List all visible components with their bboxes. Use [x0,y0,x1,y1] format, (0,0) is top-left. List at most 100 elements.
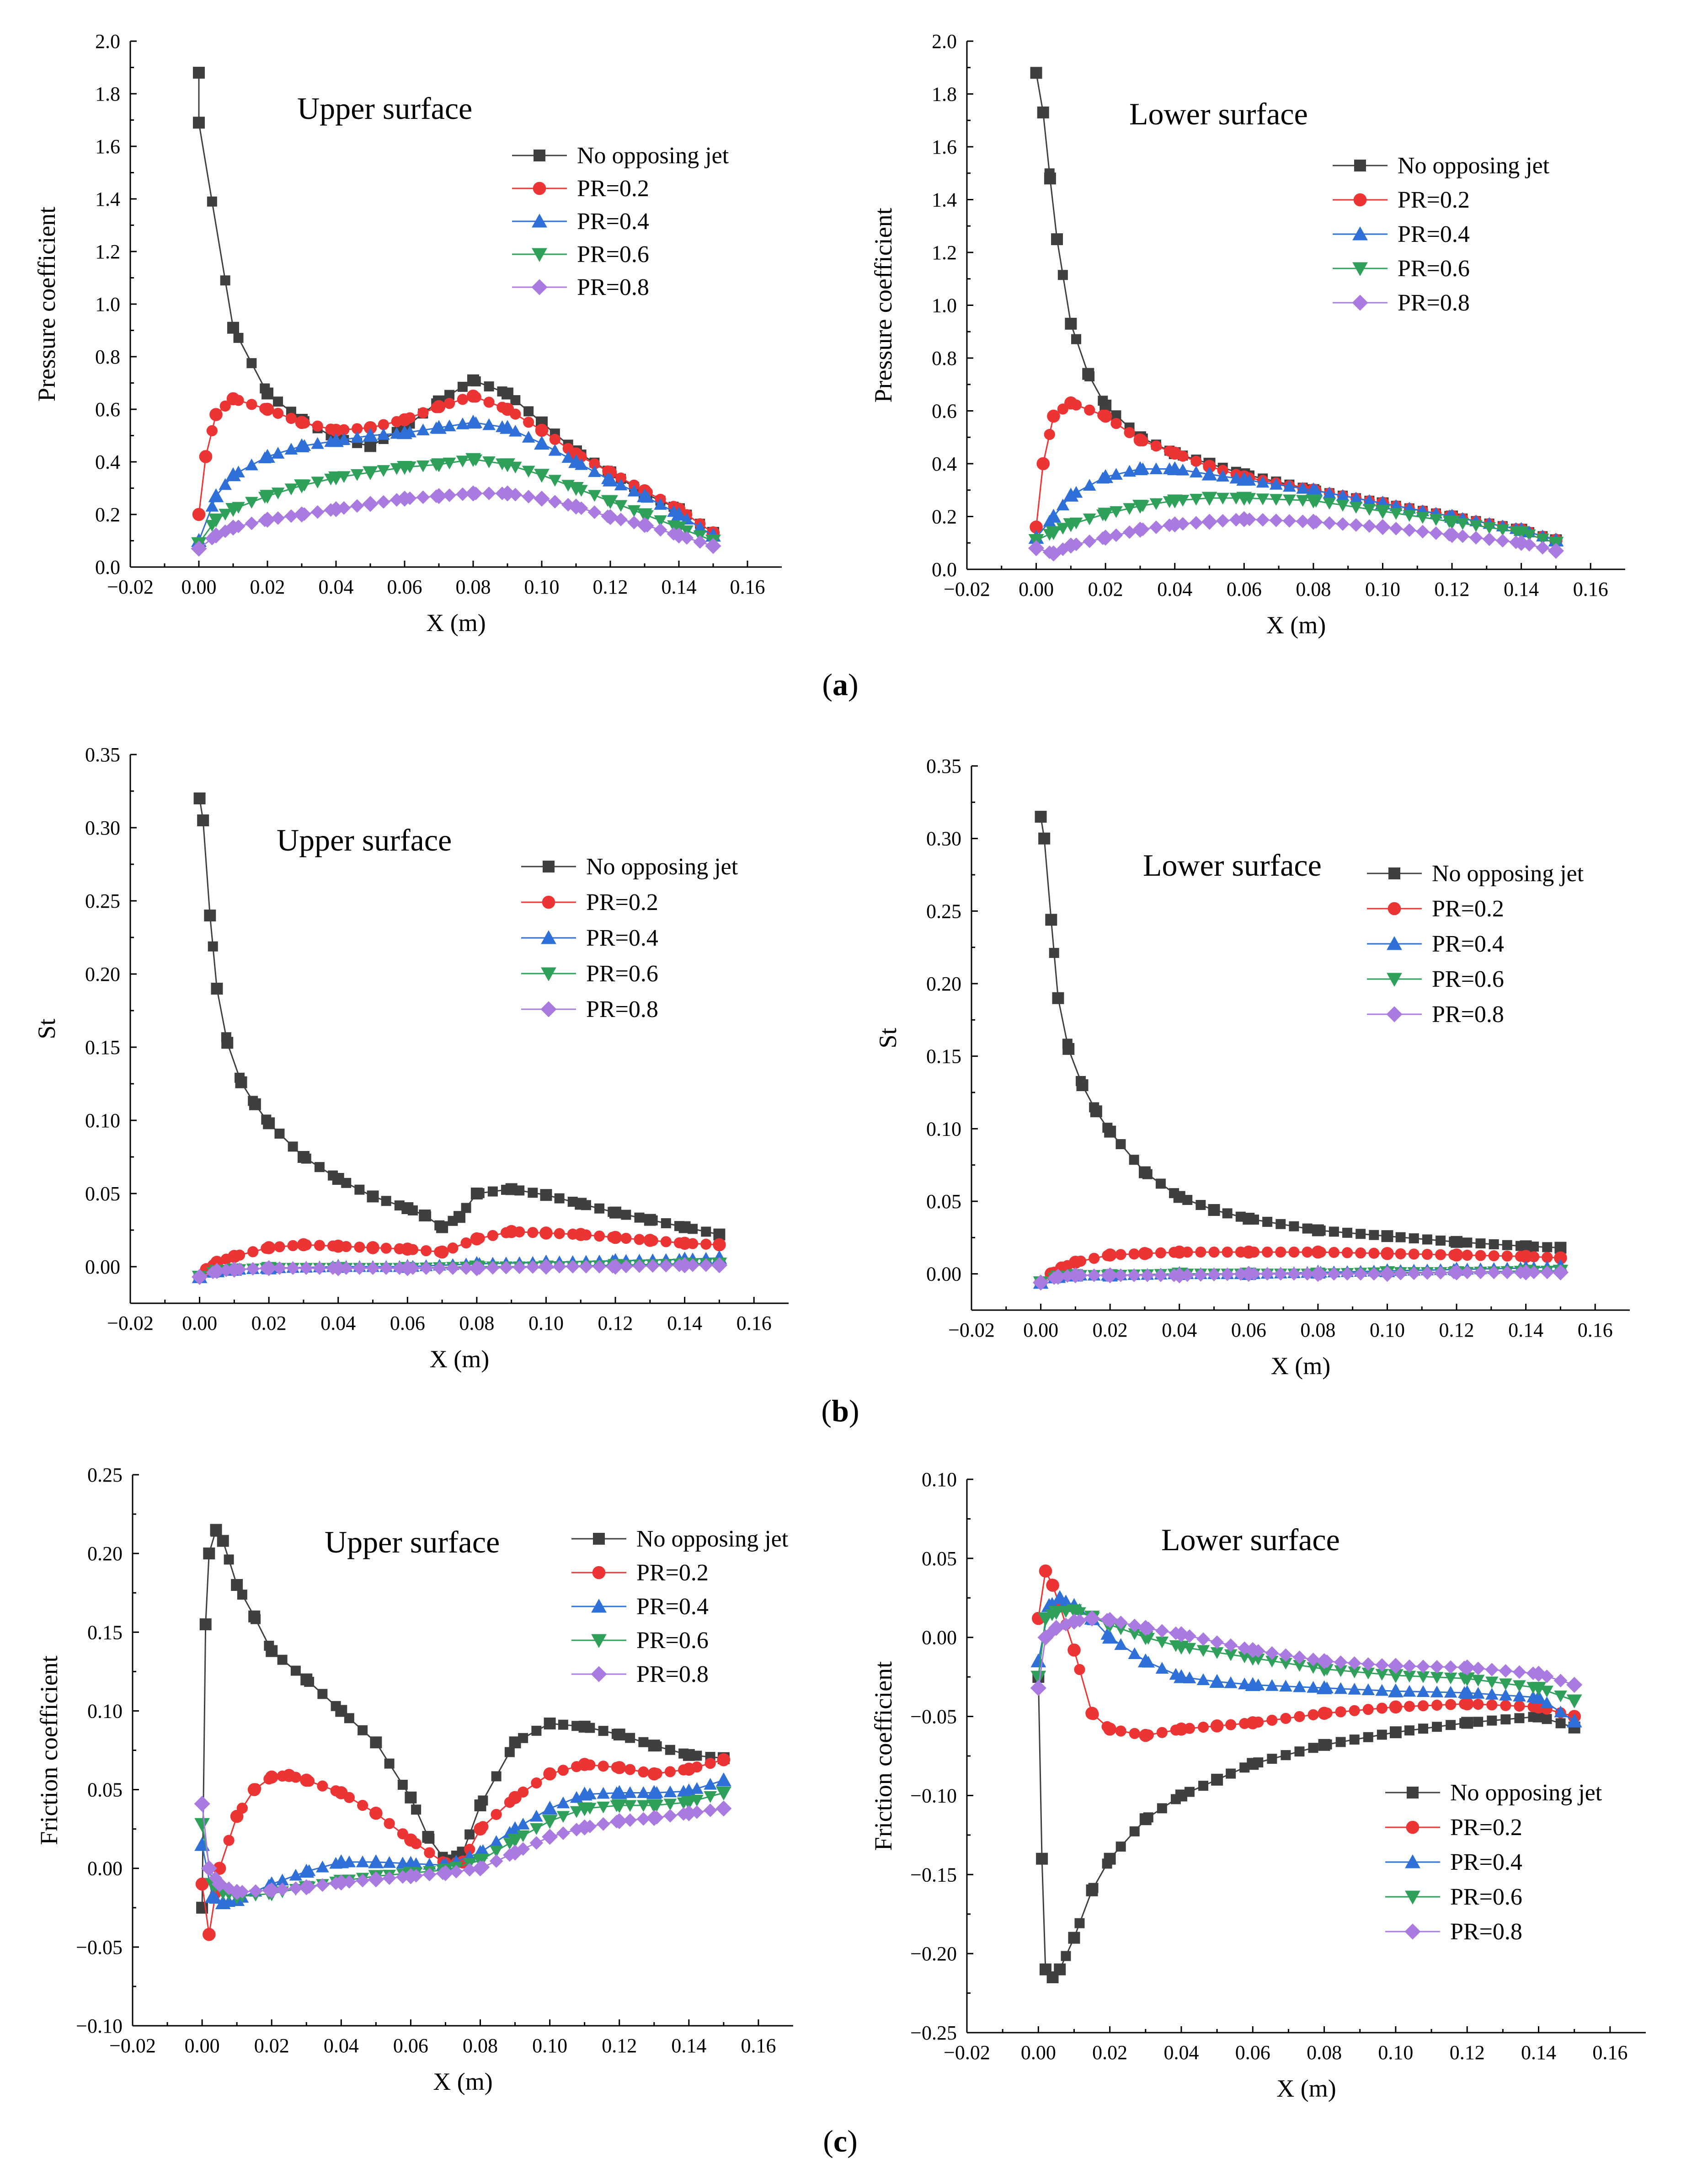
chart-c-lower-data-marker [1169,1668,1183,1680]
chart-a-lower-data-marker [1309,484,1323,496]
chart-b-lower-data-marker [1289,1221,1299,1231]
chart-c-lower-data-marker [1155,1636,1169,1649]
chart-b-lower-legend-marker [1386,1006,1403,1022]
chart-a-upper-x-tick-label: 0.04 [319,576,354,598]
chart-a-upper-data-marker [654,498,667,510]
chart-c-lower-data-marker [1554,1705,1567,1718]
chart-c-upper-data-marker [477,1821,489,1832]
chart-b-upper-data-marker [501,1184,512,1195]
chart-c-upper-data-marker [397,1828,408,1840]
chart-a-upper-data-marker [246,358,257,369]
chart-a-upper-data-marker [363,497,377,511]
chart-a-lower-data-marker [1283,494,1296,507]
chart-a-upper-data-marker [219,400,231,412]
chart-c-lower-data-marker [1196,1673,1210,1685]
chart-c-lower-data-point [1067,1643,1081,1657]
chart-c-upper-data-marker [677,1785,690,1797]
chart-a-lower-data-marker [1229,492,1243,505]
chart-a-lower-data-marker [1071,334,1082,344]
chart-c-lower-data-marker [1416,1671,1430,1683]
chart-b-lower-data-marker [1208,1246,1220,1258]
chart-b-lower-data-marker [1488,1250,1500,1262]
chart-a-lower-x-tick-label: 0.12 [1435,578,1470,600]
chart-c-upper-legend-item: No opposing jet [571,1526,789,1552]
chart-c-lower-data-marker [1389,1684,1403,1697]
chart-b-upper-y-axis-title: St [33,1018,60,1039]
chart-c-lower-data-marker [1142,1729,1154,1741]
chart-c-lower-data-marker [1526,1682,1540,1694]
chart-a-lower-legend-label: PR=0.6 [1398,256,1470,282]
chart-c-upper-data-marker [570,1806,583,1818]
chart-a-upper-data-marker [350,469,364,481]
chart-c-lower-data-marker [1142,1655,1155,1668]
chart-b-upper-data-marker [647,1215,658,1226]
chart-c-lower-data-marker [1253,1716,1264,1728]
chart-c-lower-data-marker [1047,1971,1057,1982]
chart-c-upper-data-marker [210,1526,221,1537]
chart-c-upper-data-point [203,1547,215,1560]
chart-b-lower-x-tick-label: 0.16 [1578,1319,1613,1341]
chart-c-upper-data-marker [704,1777,717,1790]
chart-a-upper-x-tick-label: 0.00 [181,576,217,598]
chart-c-upper-data-marker [650,1786,663,1798]
chart-c-upper-data-marker [518,1786,529,1798]
chart-c-lower-data-marker [1348,1666,1361,1679]
chart-a-lower-data-marker [1163,496,1176,508]
chart-c-lower-y-tick-label: −0.10 [910,1784,957,1807]
chart-c-lower-data-point [1036,1852,1048,1865]
chart-c-lower-legend-label: PR=0.8 [1450,1919,1522,1945]
chart-b-lower-legend-marker [1387,936,1402,950]
chart-a-lower-data-marker [1149,520,1163,534]
chart-b-lower-x-tick-label: 0.08 [1300,1319,1335,1341]
caption-a-letter: a [832,667,848,702]
chart-a-lower-data-marker [1269,514,1283,527]
chart-b-upper-data-marker [194,793,205,803]
chart-a-lower-data-marker [1522,538,1536,552]
chart-c-lower-data-marker [1567,1678,1581,1692]
chart-c-lower-data-marker [1307,1662,1320,1674]
chart-b-lower-data-marker [1382,1248,1393,1259]
chart-c-lower-data-marker [1224,1649,1238,1661]
chart-b-lower-data-marker [1460,1265,1474,1279]
chart-b-upper-data-marker [206,1265,220,1279]
chart-b-upper-data-marker [434,1220,445,1231]
chart-a-lower-data-marker [1549,544,1563,558]
chart-b-upper-data-marker [394,1243,405,1254]
chart-b-lower-data-marker [1034,1275,1048,1290]
chart-c-upper-data-marker [411,1804,422,1815]
chart-c-upper-legend-marker [592,1566,606,1579]
chart-c-upper-data-marker [290,1665,301,1676]
chart-a-upper-data-marker [535,437,549,449]
chart-c-lower-data-marker [1471,1675,1485,1687]
chart-b-lower-surface: −0.02 0.00 0.02 0.04 0.06 0.08 0.10 0.12 0.14 0.1… [874,755,1630,1380]
chart-c-lower-data-marker [1417,1700,1429,1712]
chart-a-lower-legend-label: No opposing jet [1398,153,1550,179]
chart-b-upper-surface: −0.02 0.00 0.02 0.04 0.06 0.08 0.10 0.12 0.14 0.1… [33,744,789,1373]
chart-b-lower-data-marker [1089,1253,1100,1264]
chart-c-upper-data-marker [690,1794,704,1807]
chart-b-lower-data-marker [1142,1247,1153,1259]
chart-b-upper-legend-item: PR=0.6 [521,961,658,987]
chart-c-lower-data-marker [1499,1678,1512,1691]
chart-c-upper-data-marker [315,1878,330,1892]
chart-a-lower-title: Lower surface [1129,96,1308,131]
chart-c-lower-data-marker [1059,1595,1073,1607]
chart-b-lower-data-marker [1262,1246,1273,1258]
chart-c-lower-data-marker [1445,1699,1457,1710]
chart-b-upper-data-marker [234,1249,245,1261]
chart-a-lower-data-marker [1309,496,1323,508]
chart-c-upper-data-marker [704,1791,717,1803]
chart-c-lower-data-point [1068,1932,1080,1944]
chart-a-lower-data-marker [1110,418,1122,429]
chart-c-lower-data-marker [1251,1644,1265,1658]
chart-a-upper-data-marker [219,509,232,521]
chart-c-lower-data-marker [1238,1677,1251,1690]
chart-c-lower-data-marker [1183,1643,1196,1655]
chart-a-lower-y-tick-label: 0.6 [932,400,957,423]
chart-c-lower-legend-marker [1405,1854,1420,1868]
chart-c-lower-data-marker [1155,1662,1169,1674]
chart-a-upper-data-marker [574,501,588,515]
chart-b-upper-data-marker [259,1261,273,1275]
chart-b-upper-data-marker [567,1228,578,1240]
chart-a-lower-series-3 [1028,492,1564,551]
